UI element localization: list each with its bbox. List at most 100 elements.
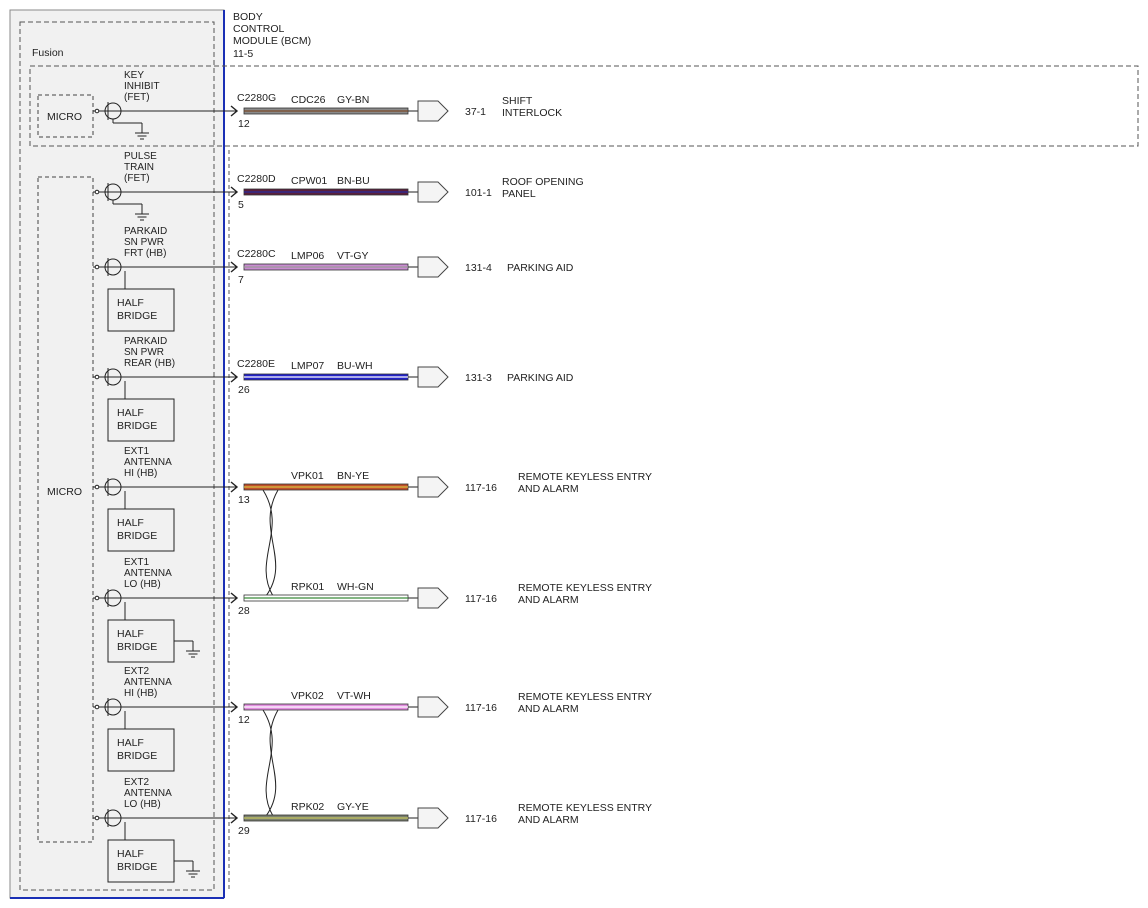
half-bridge-box — [107, 398, 175, 442]
half-bridge-label: BRIDGE — [117, 310, 157, 322]
fusion-variant-box — [19, 21, 215, 891]
destination-label: AND ALARM — [518, 483, 579, 495]
half-bridge-box — [107, 508, 175, 552]
connector-name: C2280D — [237, 173, 276, 185]
destination-connector-icon — [417, 100, 449, 122]
destination-connector-icon — [417, 181, 449, 203]
connector-name: C2280E — [237, 358, 275, 370]
connector-pin-icon — [230, 481, 239, 493]
half-bridge-label: BRIDGE — [117, 641, 157, 653]
circuit-number: CDC26 — [291, 94, 326, 106]
pin-number: 13 — [238, 494, 250, 506]
circuit-function-label: FRT (HB) — [124, 248, 166, 259]
circuit-function-label: (FET) — [124, 173, 150, 184]
pin-number: 7 — [238, 274, 244, 286]
circuit-number: VPK01 — [291, 470, 324, 482]
destination-label: AND ALARM — [518, 703, 579, 715]
half-bridge-label: HALF — [117, 297, 144, 309]
module-title-line-4: 11-5 — [233, 48, 253, 60]
module-title-line-1: BODY — [233, 11, 263, 23]
destination-label: PANEL — [502, 188, 536, 200]
destination-reference: 117-16 — [465, 482, 497, 494]
connector-pin-icon — [230, 186, 239, 198]
wire-color-code: BN-YE — [337, 470, 369, 482]
circuit-function-label: EXT1 — [124, 446, 149, 457]
half-bridge-label: BRIDGE — [117, 750, 157, 762]
half-bridge-label: HALF — [117, 737, 144, 749]
destination-reference: 37-1 — [465, 106, 486, 118]
circuit-number: LMP06 — [291, 250, 324, 262]
circuit-function-label: SN PWR — [124, 347, 164, 358]
twisted-pair-ext1 — [262, 489, 279, 597]
connector-pin-icon — [230, 592, 239, 604]
half-bridge-label: HALF — [117, 628, 144, 640]
half-bridge-label: BRIDGE — [117, 420, 157, 432]
circuit-function-label: ANTENNA — [124, 788, 172, 799]
half-bridge-label: HALF — [117, 407, 144, 419]
module-title-line-2: CONTROL — [233, 23, 284, 35]
destination-connector-icon — [417, 256, 449, 278]
circuit-function-label: PARKAID — [124, 336, 167, 347]
connector-pin-icon — [230, 105, 239, 117]
micro-label-top: MICRO — [47, 111, 82, 123]
circuit-number: RPK01 — [291, 581, 324, 593]
micro-pin-dot — [94, 704, 100, 710]
destination-label: AND ALARM — [518, 594, 579, 606]
destination-label: PARKING AID — [507, 262, 574, 274]
destination-connector-icon — [417, 366, 449, 388]
pin-number: 26 — [238, 384, 250, 396]
circuit-number: RPK02 — [291, 801, 324, 813]
micro-box-main — [37, 176, 94, 843]
destination-label: ROOF OPENING — [502, 176, 584, 188]
wire-color-code: VT-GY — [337, 250, 369, 262]
destination-connector-icon — [417, 587, 449, 609]
destination-label: INTERLOCK — [502, 107, 562, 119]
destination-label: REMOTE KEYLESS ENTRY — [518, 582, 652, 594]
pin-number: 28 — [238, 605, 250, 617]
destination-label: REMOTE KEYLESS ENTRY — [518, 471, 652, 483]
destination-label: AND ALARM — [518, 814, 579, 826]
destination-reference: 131-4 — [465, 262, 492, 274]
micro-pin-dot — [94, 374, 100, 380]
circuit-number: VPK02 — [291, 690, 324, 702]
module-background — [9, 9, 225, 899]
ground-icon — [135, 123, 149, 140]
pin-number: 5 — [238, 199, 244, 211]
variant-label: Fusion — [32, 47, 64, 59]
circuit-function-label: EXT2 — [124, 666, 149, 677]
destination-reference: 117-16 — [465, 593, 497, 605]
circuit-function-label: HI (HB) — [124, 688, 157, 699]
half-bridge-label: HALF — [117, 848, 144, 860]
circuit-number: CPW01 — [291, 175, 327, 187]
micro-pin-dot — [94, 815, 100, 821]
wire-color-code: BU-WH — [337, 360, 373, 372]
circuit-function-label: HI (HB) — [124, 468, 157, 479]
wire-color-code: GY-YE — [337, 801, 369, 813]
circuit-function-label: ANTENNA — [124, 568, 172, 579]
circuit-function-label: EXT2 — [124, 777, 149, 788]
wire-color-code: GY-BN — [337, 94, 369, 106]
pin-number: 29 — [238, 825, 250, 837]
destination-reference: 117-16 — [465, 813, 497, 825]
destination-reference: 131-3 — [465, 372, 492, 384]
wire-color-code: VT-WH — [337, 690, 371, 702]
ground-icon — [135, 204, 149, 221]
half-bridge-label: HALF — [117, 517, 144, 529]
destination-label: PARKING AID — [507, 372, 574, 384]
circuit-function-label: LO (HB) — [124, 799, 161, 810]
circuit-function-label: LO (HB) — [124, 579, 161, 590]
connector-pin-icon — [230, 701, 239, 713]
circuit-function-label: PARKAID — [124, 226, 167, 237]
half-bridge-label: BRIDGE — [117, 530, 157, 542]
circuit-function-label: ANTENNA — [124, 677, 172, 688]
micro-pin-dot — [94, 264, 100, 270]
circuit-function-label: REAR (HB) — [124, 358, 175, 369]
destination-connector-icon — [417, 476, 449, 498]
circuit-function-label: PULSE — [124, 151, 157, 162]
circuit-function-label: SN PWR — [124, 237, 164, 248]
